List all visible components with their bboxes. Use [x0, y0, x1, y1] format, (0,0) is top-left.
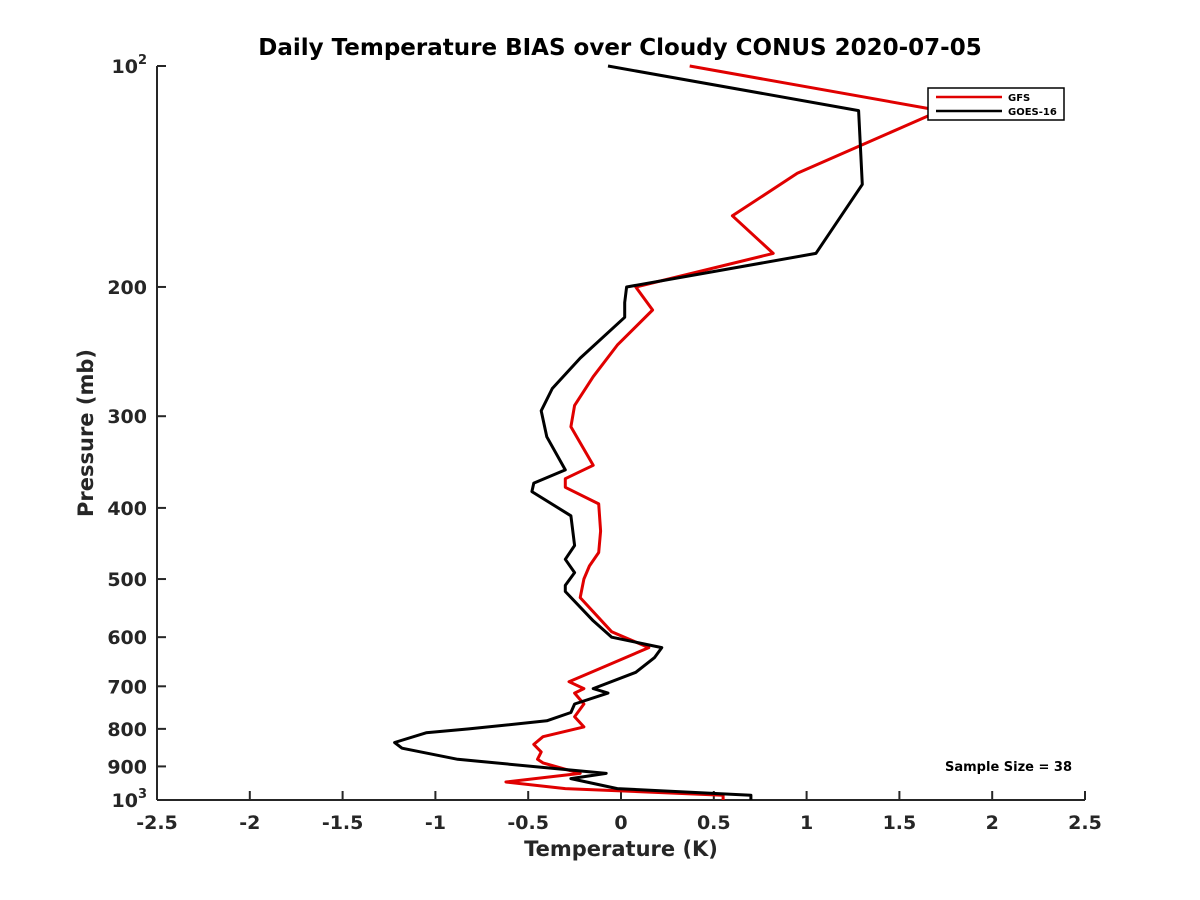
y-tick-label: 200 [107, 277, 147, 299]
y-tick-label: 700 [107, 676, 147, 698]
x-tick-label: 2 [986, 812, 999, 834]
x-axis-label: Temperature (K) [524, 837, 718, 861]
x-ticks: -2.5 -2 -1.5 -1 -0.5 0 0.5 1 1.5 2 2.5 [136, 791, 1102, 834]
x-tick-label: 2.5 [1068, 812, 1102, 834]
y-tick-label: 102 [112, 53, 148, 78]
y-tick-label: 400 [107, 498, 147, 520]
y-axis-label: Pressure (mb) [74, 349, 98, 517]
y-tick-label: 500 [107, 569, 147, 591]
x-tick-label: -1.5 [322, 812, 364, 834]
y-ticks: 102 200 300 400 500 600 700 800 900 103 [107, 53, 166, 812]
x-tick-label: -0.5 [507, 812, 549, 834]
chart-title: Daily Temperature BIAS over Cloudy CONUS… [258, 35, 981, 61]
legend: GFS GOES-16 [927, 87, 1065, 121]
x-tick-label: 0 [614, 812, 627, 834]
sample-size-annotation: Sample Size = 38 [945, 760, 1072, 775]
legend-label-gfs: GFS [1008, 93, 1030, 104]
legend-label-goes16: GOES-16 [1008, 107, 1057, 118]
y-tick-label: 900 [107, 756, 147, 778]
x-tick-label: 1.5 [883, 812, 917, 834]
legend-box [927, 87, 1065, 121]
x-tick-label: -2.5 [136, 812, 178, 834]
y-tick-label: 300 [107, 406, 147, 428]
y-tick-label: 103 [112, 787, 148, 812]
axes [156, 66, 1085, 801]
y-tick-label: 600 [107, 627, 147, 649]
series-line-gfs [504, 64, 942, 800]
x-tick-label: -2 [239, 812, 260, 834]
x-tick-label: -1 [425, 812, 446, 834]
series-line-goes16 [393, 64, 864, 800]
series-lines [393, 64, 942, 800]
x-tick-label: 0.5 [697, 812, 731, 834]
x-tick-label: 1 [800, 812, 813, 834]
y-tick-label: 800 [107, 719, 147, 741]
